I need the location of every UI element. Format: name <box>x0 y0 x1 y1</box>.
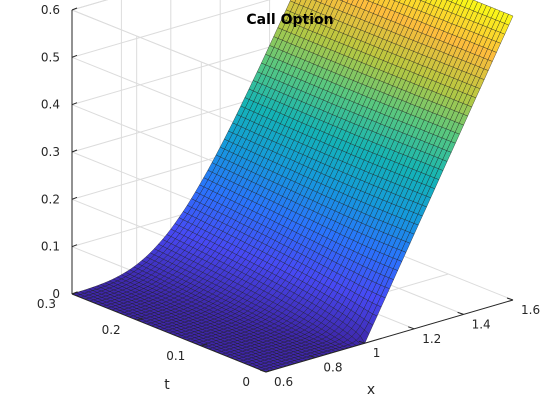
surface-patch <box>316 0 323 4</box>
axis-layer <box>71 7 514 373</box>
x-tick-label: 1 <box>373 346 381 360</box>
x-tick-label: 0.6 <box>274 375 293 389</box>
surface-patch <box>392 0 396 1</box>
t-tick-label: 0.2 <box>102 323 121 337</box>
x-tick <box>259 369 267 373</box>
surface-patch <box>446 0 453 3</box>
t-tick-label: 0.1 <box>166 349 185 363</box>
tick-labels: 0 0.1 0.2 0.3 0.4 0.5 0.6 0 0.1 0.2 0.3 0.6 0.8 1 1.2 1… <box>37 3 540 389</box>
surface-patch <box>366 0 370 2</box>
x-tick <box>457 311 464 315</box>
z-tick-label: 0.1 <box>41 240 60 254</box>
surface-patch <box>504 13 514 26</box>
z-tick <box>71 102 78 106</box>
t-tick <box>136 317 143 321</box>
z-tick <box>71 7 78 11</box>
surface-patch <box>429 0 438 7</box>
z-tick-label: 0 <box>52 287 60 301</box>
x-axis-label: x <box>367 382 375 398</box>
surface-patch <box>419 0 422 1</box>
t-tick-label: 0 <box>242 375 250 389</box>
x-tick <box>309 355 316 359</box>
z-tick-label: 0.5 <box>41 50 60 64</box>
x-tick-label: 0.8 <box>323 361 342 375</box>
surface-patch <box>394 0 401 3</box>
x-tick-label: 1.2 <box>422 332 441 346</box>
t-tick <box>201 343 208 347</box>
z-tick <box>71 149 78 153</box>
surface-patch <box>339 0 344 2</box>
x-tick <box>358 340 365 344</box>
surface-patch <box>289 0 297 3</box>
z-tick <box>71 54 78 58</box>
chart-title: Call Option <box>246 12 333 28</box>
surface-patch <box>313 0 317 2</box>
surface-patch <box>342 0 349 4</box>
z-tick-label: 0.3 <box>41 145 60 159</box>
z-tick-label: 0.6 <box>41 3 60 17</box>
z-tick-label: 0.4 <box>41 98 60 112</box>
t-tick <box>71 291 79 295</box>
surface-patch <box>451 0 458 5</box>
t-tick-label: 0.3 <box>37 297 56 311</box>
box-edge <box>71 0 109 11</box>
box-edge <box>71 9 267 89</box>
x-tick-label: 1.6 <box>521 303 540 317</box>
surface-patch <box>368 0 375 3</box>
x-tick <box>506 297 514 301</box>
z-tick <box>71 196 78 200</box>
surface-patch <box>455 0 464 6</box>
x-tick-label: 1.4 <box>472 317 491 331</box>
t-axis-line <box>71 293 267 373</box>
x-axis-line <box>265 299 514 373</box>
back-wall-gridline <box>71 0 109 11</box>
z-tick <box>71 244 78 248</box>
surface-layer <box>71 0 514 373</box>
surface-patch <box>420 0 427 3</box>
t-axis-label: t <box>164 377 170 393</box>
x-tick <box>408 326 415 330</box>
t-tick <box>265 369 273 373</box>
surface-patch <box>403 0 411 7</box>
back-wall-gridline <box>71 0 271 58</box>
z-tick-label: 0.2 <box>41 192 60 206</box>
